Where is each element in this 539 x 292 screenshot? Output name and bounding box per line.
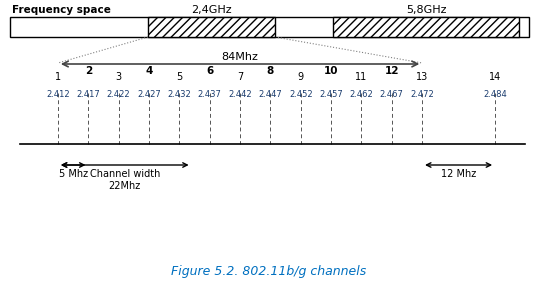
Text: 14: 14 — [489, 72, 501, 82]
Text: Frequency space: Frequency space — [12, 5, 111, 15]
Text: 2.412: 2.412 — [46, 90, 70, 99]
Text: 2,4GHz: 2,4GHz — [191, 5, 232, 15]
Text: 2.437: 2.437 — [198, 90, 222, 99]
Text: Channel width
22Mhz: Channel width 22Mhz — [89, 169, 160, 191]
Text: 11: 11 — [355, 72, 368, 82]
Text: 4: 4 — [146, 66, 153, 76]
Text: 12 Mhz: 12 Mhz — [441, 169, 476, 179]
Text: 1: 1 — [55, 72, 61, 82]
Text: 2.427: 2.427 — [137, 90, 161, 99]
Text: 8: 8 — [267, 66, 274, 76]
Text: 2.442: 2.442 — [229, 90, 252, 99]
Bar — [148, 17, 275, 37]
Text: 9: 9 — [298, 72, 304, 82]
Text: 2.472: 2.472 — [410, 90, 434, 99]
Text: Figure 5.2. 802.11b/g channels: Figure 5.2. 802.11b/g channels — [171, 265, 367, 278]
Text: 13: 13 — [416, 72, 429, 82]
Text: 2.432: 2.432 — [168, 90, 191, 99]
Text: 2.417: 2.417 — [77, 90, 100, 99]
Text: 5: 5 — [176, 72, 183, 82]
Text: 2.467: 2.467 — [380, 90, 404, 99]
Text: 12: 12 — [384, 66, 399, 76]
Text: 5 Mhz: 5 Mhz — [59, 169, 88, 179]
Text: 5,8GHz: 5,8GHz — [406, 5, 446, 15]
Text: 84Mhz: 84Mhz — [222, 52, 259, 62]
Text: 2.452: 2.452 — [289, 90, 313, 99]
Text: 6: 6 — [206, 66, 213, 76]
Text: 3: 3 — [116, 72, 122, 82]
Text: 2.484: 2.484 — [483, 90, 507, 99]
Text: 2.457: 2.457 — [319, 90, 343, 99]
Text: 2.447: 2.447 — [259, 90, 282, 99]
Text: 2.422: 2.422 — [107, 90, 130, 99]
Bar — [10, 17, 529, 37]
Text: 2.462: 2.462 — [350, 90, 374, 99]
Text: 10: 10 — [324, 66, 338, 76]
Text: 7: 7 — [237, 72, 243, 82]
Bar — [333, 17, 519, 37]
Text: 2: 2 — [85, 66, 92, 76]
